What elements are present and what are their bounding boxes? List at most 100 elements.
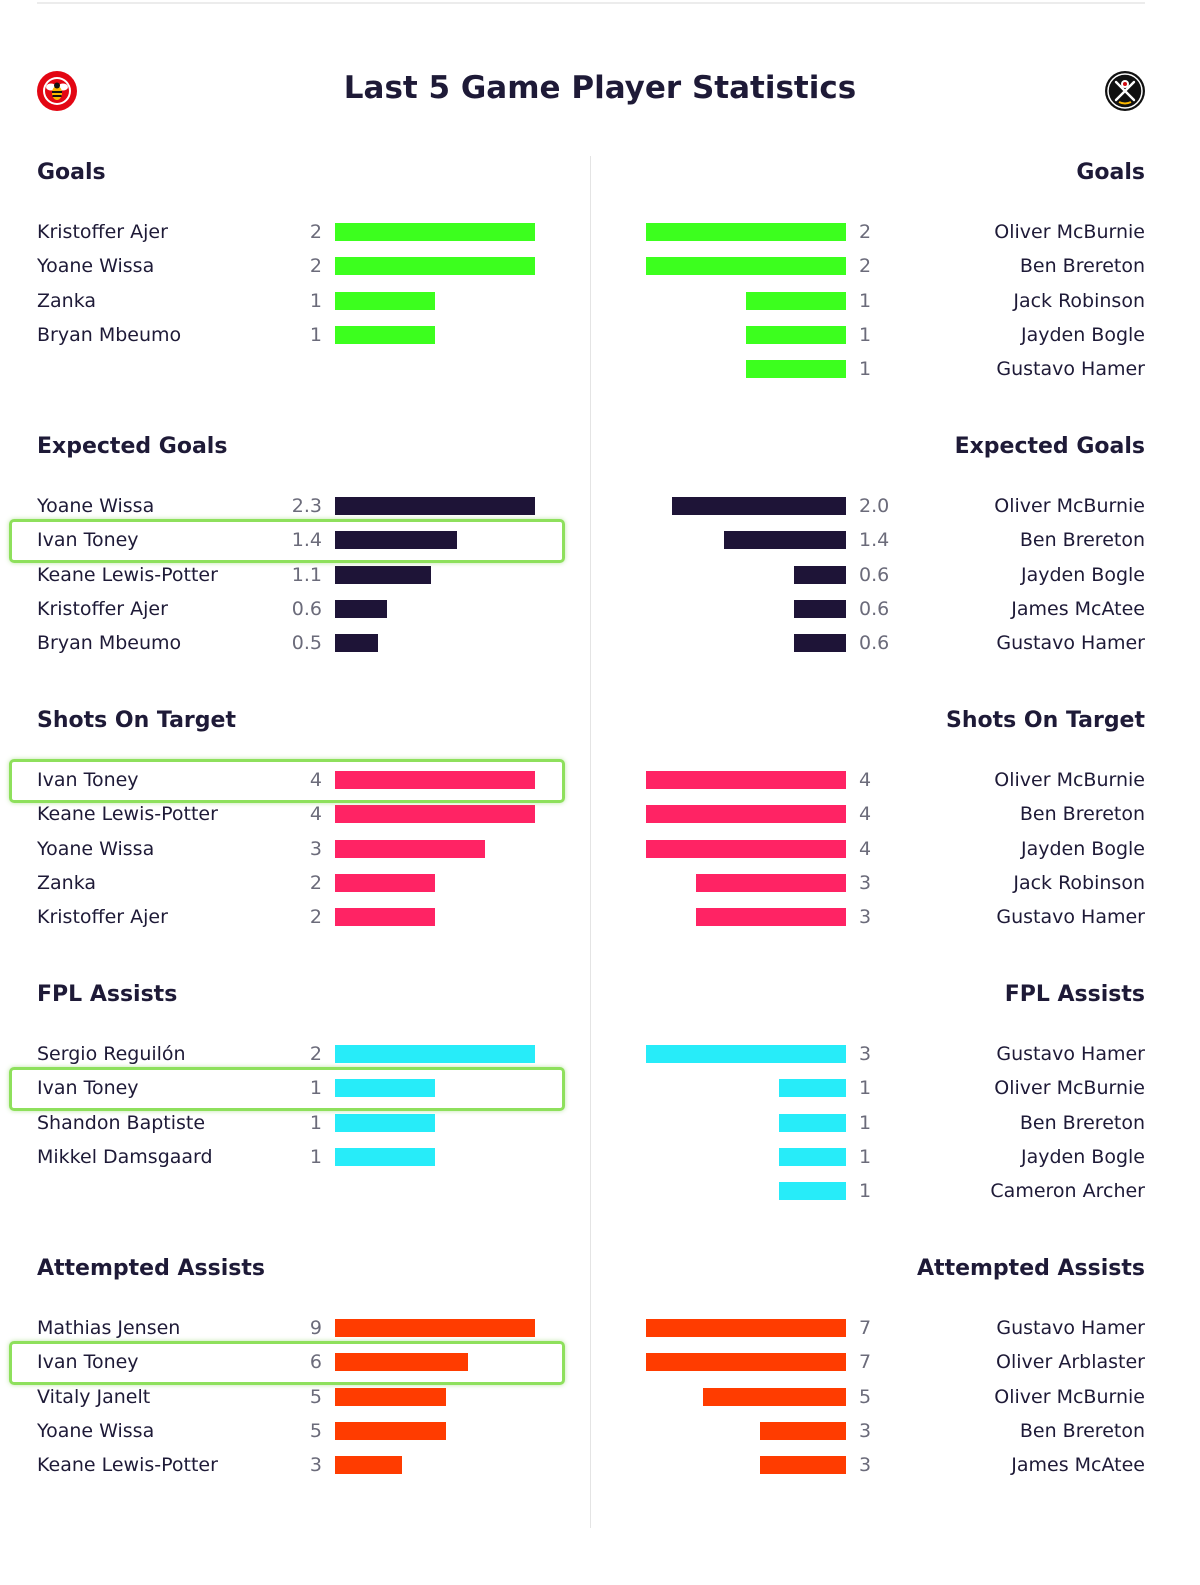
stat-value: 1.4 <box>859 529 890 552</box>
player-name: James McAtee <box>1011 1454 1145 1476</box>
home-player-row: Yoane Wissa 3 <box>0 835 600 863</box>
stat-value: 4 <box>309 769 322 791</box>
player-name: Gustavo Hamer <box>996 1043 1145 1065</box>
home-player-row: Bryan Mbeumo 0.5 <box>0 629 600 657</box>
home-player-row: Kristoffer Ajer 2 <box>0 218 600 246</box>
player-name: Yoane Wissa <box>37 255 155 278</box>
stat-bar <box>335 1113 435 1132</box>
stat-bar <box>335 1045 535 1063</box>
stat-bar <box>335 1353 468 1372</box>
stat-bar <box>335 1079 435 1098</box>
stat-bar <box>724 531 846 550</box>
home-player-row: Zanka 1 <box>0 287 600 315</box>
stat-value: 2 <box>309 871 322 894</box>
away-player-row: James McAtee 3 <box>600 1451 1200 1479</box>
player-name: Oliver McBurnie <box>994 769 1145 791</box>
away-player-row: Gustavo Hamer 0.6 <box>600 629 1200 657</box>
home-player-row: Sergio Reguilón 2 <box>0 1040 600 1068</box>
player-name: Ben Brereton <box>1019 529 1145 552</box>
stat-value: 3 <box>309 837 322 860</box>
away-player-row: Ben Brereton 3 <box>600 1417 1200 1445</box>
home-player-row: Yoane Wissa 2 <box>0 252 600 280</box>
player-name: Jayden Bogle <box>1020 837 1145 860</box>
away-section-title: Expected Goals <box>954 434 1145 459</box>
away-player-row: Jayden Bogle 4 <box>600 835 1200 863</box>
stat-value: 2 <box>309 1043 322 1065</box>
away-section-title: FPL Assists <box>1004 982 1145 1007</box>
player-name: Gustavo Hamer <box>996 632 1145 654</box>
away-player-row: Ben Brereton 1 <box>600 1109 1200 1137</box>
away-section-title: Shots On Target <box>946 708 1145 733</box>
player-name: Cameron Archer <box>990 1180 1145 1202</box>
player-name: Mikkel Damsgaard <box>37 1145 213 1168</box>
home-player-row: Keane Lewis-Potter 1.1 <box>0 561 600 589</box>
stat-bar <box>646 223 846 241</box>
player-name: Jayden Bogle <box>1020 323 1145 346</box>
player-name: James McAtee <box>1011 597 1145 620</box>
stat-value: 3 <box>859 871 872 894</box>
stat-value: 1 <box>309 289 322 312</box>
stat-bar <box>646 1319 846 1337</box>
stat-value: 1 <box>309 1077 322 1100</box>
stat-bar <box>646 771 846 789</box>
stat-bar <box>335 771 535 789</box>
stat-bar <box>646 805 846 824</box>
stat-value: 1 <box>859 358 872 380</box>
stat-value: 0.5 <box>291 632 322 654</box>
away-player-row: Ben Brereton 2 <box>600 252 1200 280</box>
home-player-row: Keane Lewis-Potter 4 <box>0 800 600 828</box>
stat-bar <box>335 1421 446 1440</box>
top-divider <box>37 2 1145 4</box>
player-name: Kristoffer Ajer <box>37 597 168 620</box>
stat-value: 4 <box>859 837 872 860</box>
away-player-row: Gustavo Hamer 3 <box>600 1040 1200 1068</box>
stat-bar <box>696 873 846 892</box>
stat-bar <box>779 1182 846 1200</box>
section-attempted-assists: Attempted Assists Attempted Assists Mathia… <box>0 1256 1200 1530</box>
stat-bar <box>646 839 846 858</box>
away-section-title: Attempted Assists <box>917 1256 1145 1281</box>
stat-bar <box>335 565 431 584</box>
home-player-row: Mathias Jensen 9 <box>0 1314 600 1342</box>
stat-value: 4 <box>309 803 322 826</box>
player-name: Oliver McBurnie <box>994 495 1145 517</box>
stat-bar <box>335 908 435 926</box>
home-player-row: Ivan Toney 4 <box>0 766 600 794</box>
stat-bar <box>335 839 485 858</box>
stat-bar <box>794 565 846 584</box>
away-player-row: Gustavo Hamer 3 <box>600 903 1200 931</box>
stat-value: 1 <box>859 1180 872 1202</box>
player-name: Ivan Toney <box>37 1351 139 1374</box>
section-shots-on-target: Shots On Target Shots On Target Ivan Toney… <box>0 708 1200 982</box>
player-name: Ivan Toney <box>37 769 139 791</box>
home-section-title: Expected Goals <box>37 434 228 459</box>
stat-bar <box>703 1387 846 1406</box>
away-player-row: Jack Robinson 3 <box>600 869 1200 897</box>
away-player-row: Oliver McBurnie 1 <box>600 1074 1200 1102</box>
stat-bar <box>335 1456 402 1474</box>
stat-value: 2 <box>309 221 322 243</box>
away-player-row: Oliver McBurnie 2.0 <box>600 492 1200 520</box>
player-name: Ivan Toney <box>37 1077 139 1100</box>
stat-bar <box>746 291 846 310</box>
stat-bar <box>335 1147 435 1166</box>
player-name: Shandon Baptiste <box>37 1111 206 1134</box>
stat-bar <box>779 1147 846 1166</box>
player-name: Gustavo Hamer <box>996 358 1145 380</box>
player-name: Ben Brereton <box>1019 803 1145 826</box>
stat-value: 1 <box>859 1145 872 1168</box>
center-divider <box>590 156 591 1528</box>
stat-bar <box>335 291 435 310</box>
stat-bar <box>746 325 846 344</box>
stat-value: 5 <box>309 1385 322 1408</box>
home-player-row: Ivan Toney 1 <box>0 1074 600 1102</box>
stat-value: 2.0 <box>859 495 890 517</box>
stat-value: 4 <box>859 769 872 791</box>
stat-value: 1 <box>859 289 872 312</box>
away-player-row: Jayden Bogle 1 <box>600 1143 1200 1171</box>
section-fpl-assists: FPL Assists FPL Assists Sergio Reguilón 2 Iv… <box>0 982 1200 1256</box>
stat-value: 2 <box>309 906 322 928</box>
away-player-row: Oliver McBurnie 4 <box>600 766 1200 794</box>
home-player-row: Kristoffer Ajer 2 <box>0 903 600 931</box>
stat-value: 4 <box>859 803 872 826</box>
